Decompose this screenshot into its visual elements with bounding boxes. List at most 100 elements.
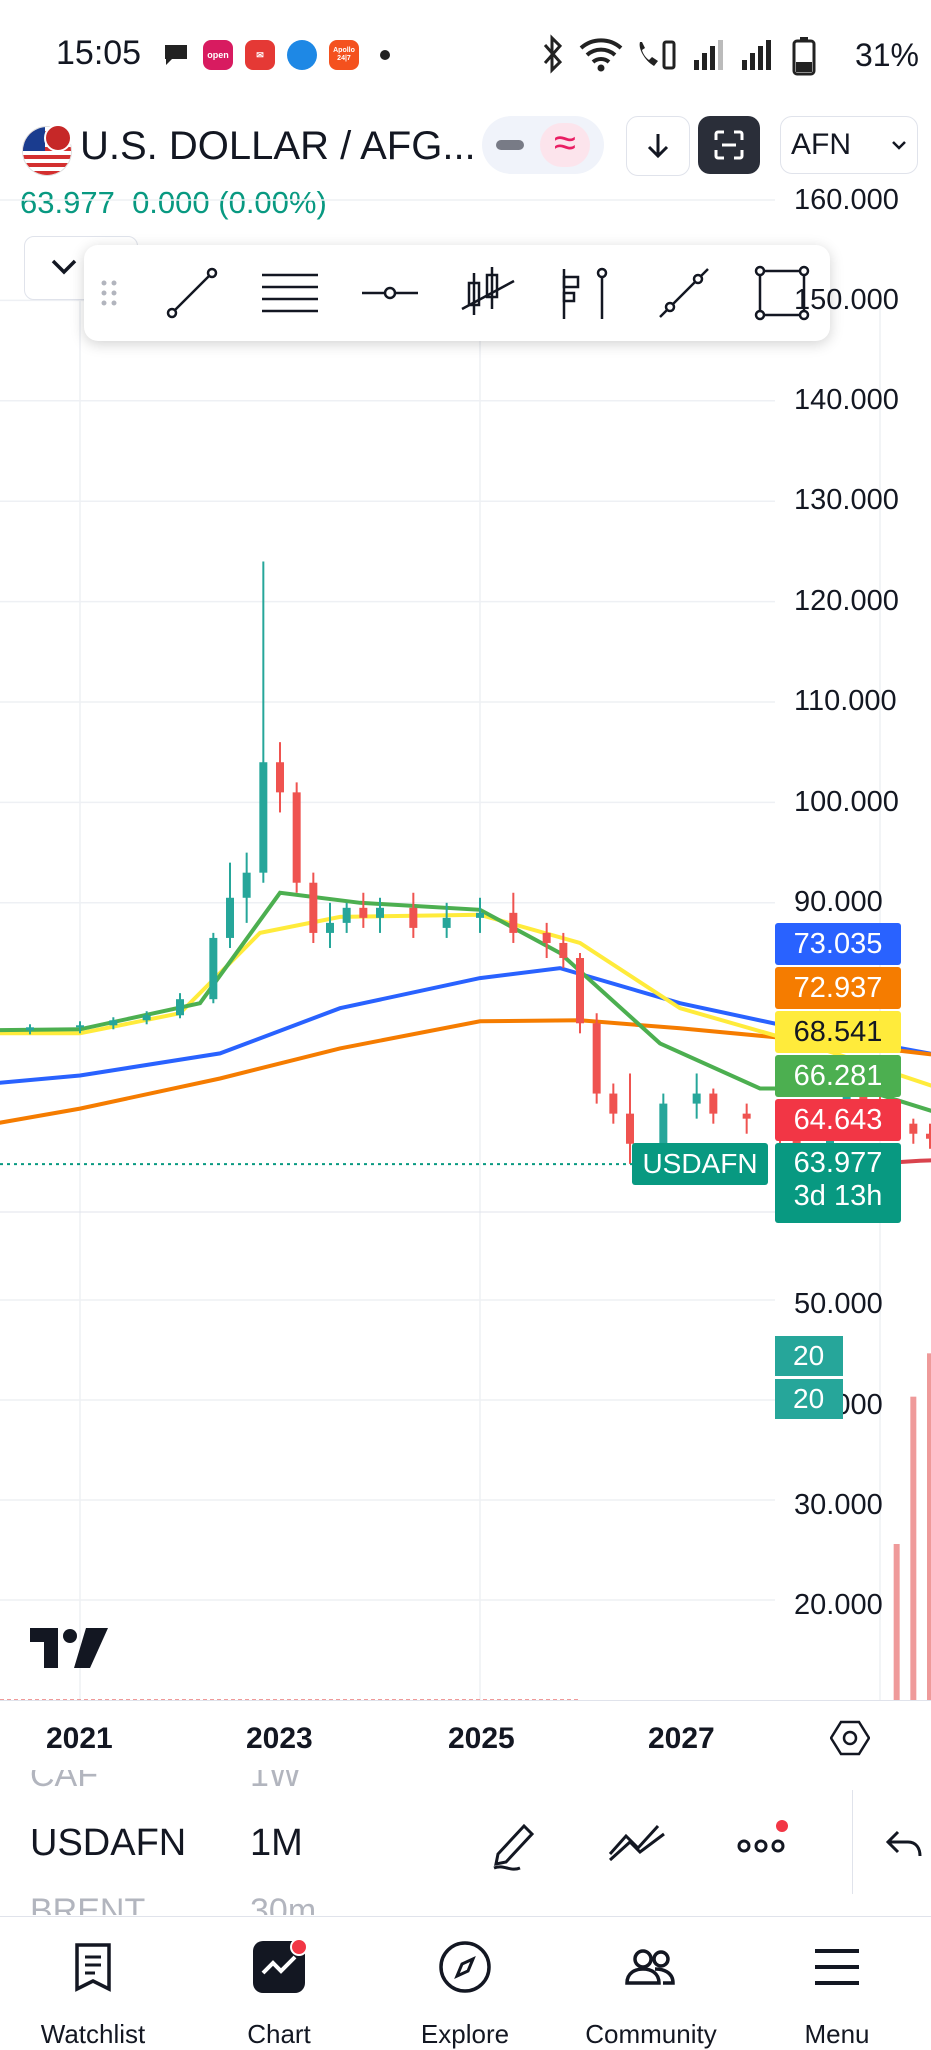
candlestick xyxy=(926,1123,931,1149)
bluetooth-icon xyxy=(540,34,566,79)
chevron-down-icon xyxy=(892,141,906,150)
chart-settings-icon[interactable] xyxy=(829,1718,871,1763)
bar-countdown: 3d 13h xyxy=(793,1180,883,1212)
candlestick xyxy=(909,1118,918,1144)
bottom-nav: Watchlist Chart Explore Community Menu xyxy=(0,1916,931,2049)
open-app-icon: open xyxy=(203,40,233,70)
signal-icon-1 xyxy=(692,38,724,77)
last-price-tag: 63.977 3d 13h xyxy=(775,1143,901,1223)
nav-watchlist[interactable]: Watchlist xyxy=(0,1917,186,2049)
shop-app-icon: ✉ xyxy=(245,40,275,70)
fullscreen-button[interactable] xyxy=(698,116,760,174)
candlestick xyxy=(76,1021,84,1034)
ma-tag-blue: 73.035 xyxy=(775,923,901,965)
nav-chart[interactable]: Chart xyxy=(186,1917,372,2049)
time-axis-label: 2021 xyxy=(46,1722,113,1755)
pencil-icon[interactable] xyxy=(488,1814,544,1877)
message-icon xyxy=(162,42,190,66)
community-icon xyxy=(625,1949,675,1985)
candlestick xyxy=(509,892,518,943)
app-icon-blue xyxy=(287,40,317,70)
chart-icon xyxy=(253,1939,307,1993)
apollo-app-icon: Apollo 24|7 xyxy=(329,40,359,70)
compass-icon xyxy=(439,1941,491,1993)
candlestick xyxy=(109,1017,118,1030)
fullscreen-icon xyxy=(714,130,744,160)
price-axis-label: 130.000 xyxy=(794,484,899,516)
nav-label: Community xyxy=(585,2019,717,2049)
download-button[interactable] xyxy=(626,116,690,176)
wifi-icon xyxy=(578,36,624,77)
tradingview-logo-icon[interactable] xyxy=(30,1628,110,1675)
flag-icon-secondary xyxy=(44,124,72,152)
volume-bars xyxy=(0,1353,931,1700)
symbol-switcher[interactable]: CAF 1W USDAFN 1M BRENT 30m xyxy=(0,1770,931,1915)
nav-explore[interactable]: Explore xyxy=(372,1917,558,2049)
current-interval[interactable]: 1M xyxy=(250,1822,303,1864)
candlestick xyxy=(259,561,268,883)
next-symbol[interactable]: BRENT 30m xyxy=(30,1892,317,1915)
menu-icon xyxy=(815,1949,859,1985)
volume-tag: 20 xyxy=(775,1379,843,1419)
nav-label: Chart xyxy=(247,2019,311,2049)
drawing-toolbar xyxy=(84,245,830,341)
candlestick xyxy=(359,892,368,928)
candlestick xyxy=(209,932,218,1004)
candlestick xyxy=(576,953,584,1034)
price-axis-label: 150.000 xyxy=(794,284,899,316)
candle-pattern-tool-icon[interactable] xyxy=(458,263,518,323)
candlestick xyxy=(176,993,184,1019)
nav-label: Explore xyxy=(420,2019,510,2049)
candlestick xyxy=(476,897,484,933)
dot-icon xyxy=(380,50,390,60)
nav-label: Menu xyxy=(804,2019,870,2049)
candlestick xyxy=(592,1013,601,1104)
volume-bar xyxy=(910,1396,917,1700)
battery-percentage: 31% xyxy=(854,37,919,73)
time-axis-divider xyxy=(0,1700,931,1701)
candlestick xyxy=(442,902,451,938)
currency-select[interactable]: AFN xyxy=(780,116,918,174)
price-line: 63.977 0.000 (0.00%) xyxy=(20,185,327,221)
price-change: 0.000 (0.00%) xyxy=(132,185,327,220)
nav-community[interactable]: Community xyxy=(558,1917,744,2049)
drag-handle-icon[interactable] xyxy=(94,263,124,323)
battery-icon xyxy=(792,36,816,81)
ma-tag-red: 64.643 xyxy=(775,1099,901,1141)
candlestick xyxy=(26,1024,34,1035)
candlestick xyxy=(226,862,234,948)
candlestick xyxy=(409,892,418,938)
candlestick xyxy=(342,902,351,933)
horizontal-line-tool-icon[interactable] xyxy=(360,263,420,323)
path-tool-icon[interactable] xyxy=(654,263,714,323)
current-symbol[interactable]: USDAFN xyxy=(30,1822,187,1864)
symbol-price-badge: USDAFN xyxy=(632,1143,768,1185)
symbol-title[interactable]: U.S. DOLLAR / AFG... xyxy=(80,124,476,168)
candlestick xyxy=(309,872,318,943)
fib-retracement-tool-icon[interactable] xyxy=(260,263,320,323)
indicators-icon[interactable] xyxy=(606,1822,670,1867)
rectangle-tool-icon[interactable] xyxy=(752,263,812,323)
ma-tag-orange: 72.937 xyxy=(775,967,901,1009)
back-arrow-icon[interactable] xyxy=(884,1828,924,1867)
volume-bar xyxy=(893,1544,900,1700)
trend-line-tool-icon[interactable] xyxy=(162,263,222,323)
chart-style-toggle[interactable]: ≈ xyxy=(482,116,604,174)
price-axis-label: 160.000 xyxy=(794,184,899,216)
price-axis-label: 100.000 xyxy=(794,786,899,818)
ma-tag-green: 66.281 xyxy=(775,1055,901,1097)
candlestick xyxy=(609,1083,618,1124)
currency-value: AFN xyxy=(791,128,851,161)
ma-tag-yellow: 68.541 xyxy=(775,1011,901,1053)
nav-menu[interactable]: Menu xyxy=(744,1917,930,2049)
candlestick xyxy=(742,1103,751,1134)
approx-icon: ≈ xyxy=(540,123,590,167)
long-position-tool-icon[interactable] xyxy=(554,263,614,323)
last-price: 63.977 xyxy=(20,185,115,220)
more-options-icon[interactable] xyxy=(734,1818,792,1867)
nav-label: Watchlist xyxy=(40,2019,146,2049)
volume-axis-label: 20.000 xyxy=(794,1589,883,1621)
candlestick xyxy=(142,1011,151,1025)
prev-symbol[interactable]: CAF 1W xyxy=(30,1770,301,1792)
candlestick xyxy=(242,852,251,923)
